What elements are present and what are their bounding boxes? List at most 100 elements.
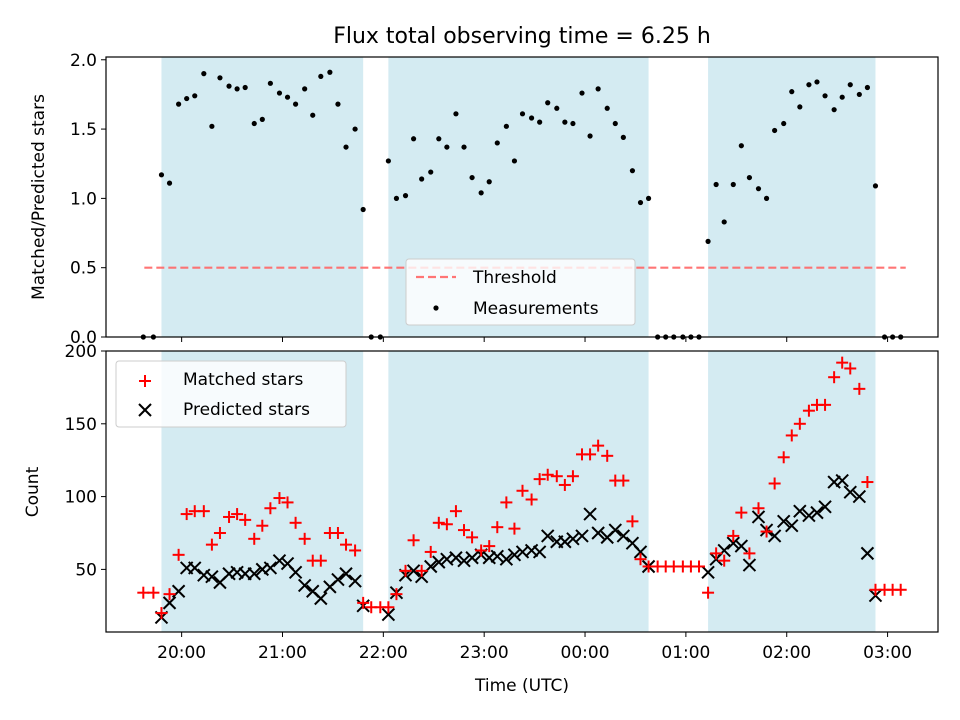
top-legend: Threshold Measurements (405, 258, 636, 326)
top-y-axis-label: Matched/Predicted stars (29, 94, 49, 300)
count-series (137, 356, 907, 625)
x-tick-label: 00:00 (561, 643, 610, 663)
predicted-point-stroke (608, 523, 622, 537)
matched-point (213, 526, 226, 539)
predicted-point (432, 555, 446, 569)
predicted-point (776, 514, 791, 529)
predicted-point-stroke (818, 500, 832, 514)
measurement-point (856, 91, 862, 98)
predicted-point-stroke (793, 504, 807, 518)
measurement-point (166, 180, 173, 186)
measurement-point (562, 119, 568, 125)
measurement-point (226, 83, 232, 89)
measurement-point (385, 158, 391, 164)
predicted-point-stroke (541, 529, 555, 543)
matched-legend-label: Matched stars (183, 370, 303, 390)
measurement-point (730, 181, 736, 188)
predicted-point (785, 519, 799, 533)
predicted-point-stroke (726, 536, 740, 550)
predicted-point-stroke (297, 578, 312, 593)
predicted-point-stroke (432, 555, 446, 569)
matched-point (289, 516, 302, 529)
predicted-point (507, 548, 522, 562)
predicted-point-stroke (482, 551, 496, 565)
predicted-point-stroke (306, 584, 320, 598)
measurement-point (629, 168, 636, 174)
matched-point (440, 518, 453, 531)
predicted-point-stroke (717, 543, 731, 558)
matched-point (248, 532, 261, 545)
predicted-point (835, 473, 849, 488)
predicted-point (406, 564, 421, 578)
predicted-point-stroke (331, 572, 345, 587)
y-tick-label: 100 (65, 488, 97, 508)
bottom-plot-frame (105, 350, 939, 633)
predicted-point-stroke (625, 536, 640, 550)
predicted-point-stroke (751, 510, 766, 524)
matched-point (491, 521, 504, 534)
matched-point (710, 547, 723, 560)
y-tick-label: 50 (75, 560, 97, 580)
measurement-point (797, 104, 803, 110)
predicted-point (205, 569, 219, 584)
measurement-point (705, 238, 711, 244)
predicted-point (717, 543, 731, 558)
chart-title: Flux total observing time = 6.25 h (333, 24, 711, 49)
predicted-point (726, 536, 740, 550)
predicted-point (297, 578, 312, 593)
matched-point (617, 474, 630, 487)
y-tick-label: 1.5 (70, 120, 97, 140)
matched-point (231, 508, 244, 521)
y-tick-label: 1.0 (70, 189, 97, 209)
predicted-point-stroke (827, 475, 841, 489)
predicted-point-stroke (734, 539, 749, 553)
predicted-point (465, 551, 479, 565)
bottom-axes-ticks: 20:00 21:00 22:00 23:00 00:00 01:00 02:00 03:00… (65, 342, 913, 663)
matched-point (197, 505, 210, 518)
measurement-point (781, 120, 787, 127)
matched-point (853, 382, 866, 395)
measurement-point (806, 82, 812, 88)
top-plot-frame (105, 56, 939, 338)
measurement-point (469, 174, 475, 181)
predicted-point-stroke (314, 591, 328, 606)
predicted-point (288, 565, 303, 580)
predicted-point-stroke (280, 556, 295, 571)
predicted-point (247, 567, 261, 581)
matched-point (163, 588, 176, 601)
predicted-point (860, 546, 875, 561)
measurement-point (511, 158, 518, 164)
matched-point (894, 583, 907, 596)
predicted-point (583, 507, 597, 521)
x-tick-label: 23:00 (460, 643, 509, 663)
matched-point (256, 519, 269, 532)
matched-point (702, 586, 715, 599)
measurement-point (352, 126, 358, 132)
bottom-legend-box (115, 360, 347, 428)
matched-point (407, 534, 420, 547)
matched-point (785, 429, 798, 442)
predicted-point-stroke (575, 529, 589, 543)
observing-window (708, 351, 876, 632)
matched-point (566, 470, 579, 483)
measurement-point (453, 111, 459, 117)
measurement-point (402, 193, 409, 199)
measurement-point (839, 94, 845, 100)
measurement-point (847, 82, 853, 88)
predicted-point-stroke (802, 508, 816, 523)
x-tick-label: 21:00 (258, 643, 307, 663)
measurement-point (360, 206, 366, 213)
predicted-point-stroke (272, 553, 287, 568)
matched-point (735, 506, 748, 519)
measurement-point (637, 199, 644, 206)
predicted-point-stroke (566, 532, 580, 546)
matched-point (239, 513, 252, 526)
predicted-point (339, 567, 353, 581)
measurement-point (872, 183, 879, 189)
measurement-point (192, 93, 198, 99)
predicted-point-stroke (406, 564, 421, 578)
matched-point (760, 525, 773, 538)
matched-point (415, 564, 428, 577)
measurement-point (284, 94, 291, 100)
